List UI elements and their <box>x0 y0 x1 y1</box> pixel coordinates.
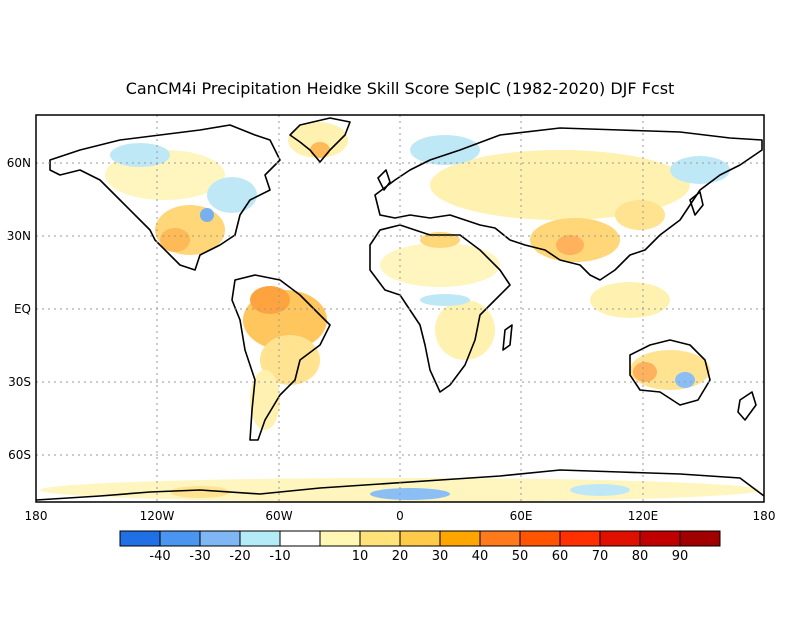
coast-madagascar <box>502 324 513 351</box>
colorbar-label: -10 <box>269 549 290 564</box>
colorbar-swatch <box>159 530 201 547</box>
coastlines <box>35 117 765 501</box>
coast-africa <box>369 224 511 393</box>
map-title: CanCM4i Precipitation Heidke Skill Score… <box>126 79 675 98</box>
colorbar-label: 70 <box>592 549 609 564</box>
lon-label-120e: 120E <box>628 509 659 523</box>
colorbar-swatch <box>599 530 641 547</box>
map-panel: 60N 30N EQ 30S 60S 180 120W 60W 0 60E 12… <box>7 114 776 523</box>
colorbar-swatch <box>679 530 721 547</box>
coast-europe-asia <box>374 127 763 281</box>
colorbar-label: -40 <box>149 549 170 564</box>
lon-label-180w: 180 <box>25 509 48 523</box>
coast-greenland <box>289 117 351 163</box>
colorbar-swatch <box>399 530 441 547</box>
colorbar-swatch <box>359 530 401 547</box>
colorbar-label: 40 <box>472 549 489 564</box>
coast-japan <box>689 191 704 216</box>
colorbar-label: 60 <box>552 549 569 564</box>
colorbar-swatch <box>239 530 281 547</box>
graticule <box>36 115 764 502</box>
coast-australia <box>629 339 711 406</box>
colorbar-swatch <box>519 530 561 547</box>
colorbar-label: 80 <box>632 549 649 564</box>
skill-shading <box>40 122 760 502</box>
colorbar-swatches <box>119 530 721 547</box>
colorbar-swatch <box>279 530 321 547</box>
colorbar-label: 30 <box>432 549 449 564</box>
colorbar-label: 20 <box>392 549 409 564</box>
colorbar-swatch <box>119 530 161 547</box>
map-frame <box>35 114 765 503</box>
colorbar-label: 10 <box>352 549 369 564</box>
colorbar-swatch <box>199 530 241 547</box>
lat-label-30n: 30N <box>7 229 31 243</box>
lon-label-0: 0 <box>396 509 404 523</box>
colorbar-label: -30 <box>189 549 210 564</box>
coast-north-america <box>49 124 281 271</box>
lat-label-30s: 30S <box>8 375 31 389</box>
coast-new-zealand <box>737 391 757 421</box>
lon-label-60w: 60W <box>265 509 292 523</box>
longitude-labels: 180 120W 60W 0 60E 120E 180 <box>25 509 776 523</box>
lat-label-eq: EQ <box>14 302 31 316</box>
lon-label-120w: 120W <box>140 509 175 523</box>
lon-label-60e: 60E <box>510 509 533 523</box>
colorbar-swatch <box>559 530 601 547</box>
coast-uk <box>377 169 391 191</box>
colorbar-swatch <box>479 530 521 547</box>
colorbar-swatch <box>639 530 681 547</box>
colorbar-swatch <box>439 530 481 547</box>
colorbar-labels: -40 -30 -20 -10 10 20 30 40 50 60 70 80 90 <box>149 549 688 564</box>
colorbar-label: 90 <box>672 549 689 564</box>
lon-label-180e: 180 <box>753 509 776 523</box>
lat-label-60s: 60S <box>8 448 31 462</box>
latitude-labels: 60N 30N EQ 30S 60S <box>7 156 31 462</box>
colorbar: -40 -30 -20 -10 10 20 30 40 50 60 70 80 90 <box>119 530 721 564</box>
coast-antarctica <box>35 469 765 501</box>
colorbar-swatch <box>319 530 361 547</box>
colorbar-label: -20 <box>229 549 250 564</box>
colorbar-label: 50 <box>512 549 529 564</box>
coast-south-america <box>231 274 331 441</box>
lat-label-60n: 60N <box>7 156 31 170</box>
